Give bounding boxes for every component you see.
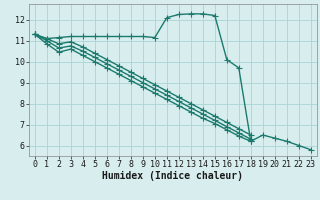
- X-axis label: Humidex (Indice chaleur): Humidex (Indice chaleur): [102, 171, 243, 181]
